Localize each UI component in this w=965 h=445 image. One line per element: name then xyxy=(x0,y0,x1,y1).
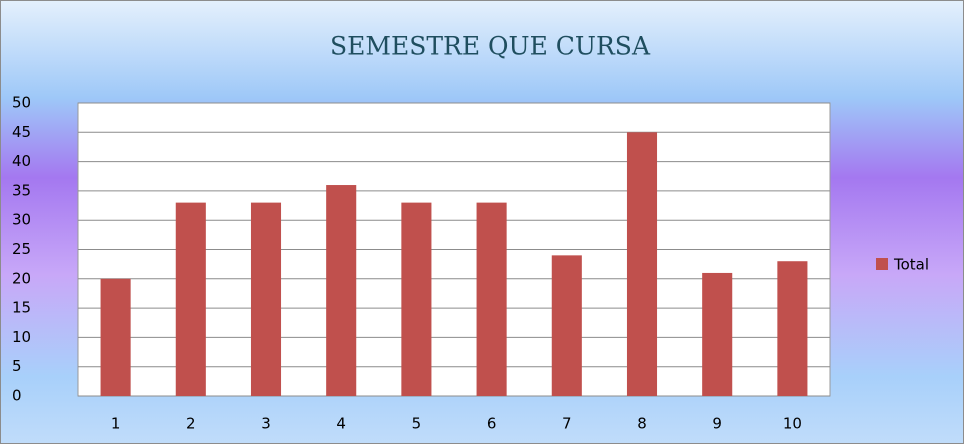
y-tick-label: 20 xyxy=(12,269,31,287)
y-tick-label: 35 xyxy=(12,181,31,199)
x-tick-label: 6 xyxy=(487,415,497,433)
y-tick-label: 5 xyxy=(12,357,22,375)
bar xyxy=(326,185,357,396)
bar xyxy=(476,202,507,396)
y-tick-label: 0 xyxy=(12,387,22,405)
y-tick-label: 10 xyxy=(12,328,31,346)
chart-title: SEMESTRE QUE CURSA xyxy=(330,32,651,61)
y-tick-label: 45 xyxy=(12,123,31,141)
bar xyxy=(551,255,582,396)
y-tick-label: 25 xyxy=(12,240,31,258)
y-tick-label: 40 xyxy=(12,152,31,170)
x-tick-label: 3 xyxy=(261,415,271,433)
x-tick-label: 8 xyxy=(637,415,647,433)
x-tick-label: 1 xyxy=(111,415,121,433)
x-tick-label: 9 xyxy=(712,415,722,433)
legend-label: Total xyxy=(893,256,929,274)
bar xyxy=(250,202,282,396)
x-tick-label: 2 xyxy=(186,415,196,433)
bar xyxy=(401,202,432,396)
x-tick-label: 5 xyxy=(412,415,422,433)
bar xyxy=(777,261,808,396)
bar xyxy=(702,272,733,396)
x-tick-label: 4 xyxy=(336,415,346,433)
bar xyxy=(626,132,658,397)
x-tick-label: 10 xyxy=(783,415,802,433)
y-tick-label: 30 xyxy=(12,211,31,229)
y-tick-label: 15 xyxy=(12,299,31,317)
bar xyxy=(100,278,131,396)
bar xyxy=(175,202,206,396)
y-tick-label: 50 xyxy=(12,94,31,112)
x-tick-label: 7 xyxy=(562,415,572,433)
legend-swatch xyxy=(876,258,888,270)
